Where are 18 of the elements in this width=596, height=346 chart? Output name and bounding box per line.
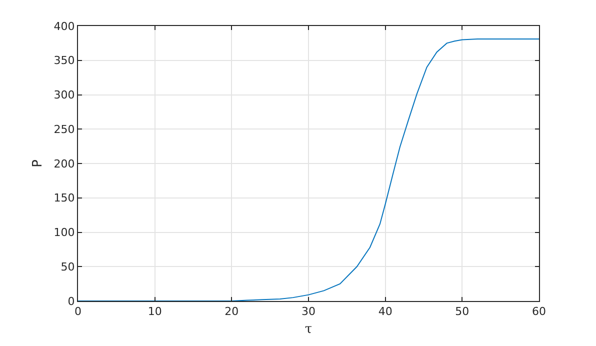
x-axis-title: τ [304, 322, 312, 337]
y-tick-label: 250 [54, 122, 75, 136]
y-tick-label: 100 [54, 226, 75, 240]
y-tick-label: 350 [54, 54, 75, 68]
x-tick-label: 50 [455, 305, 470, 318]
y-tick-label: 400 [54, 20, 75, 33]
y-tick-label: 300 [54, 88, 75, 102]
y-axis-title: P [30, 159, 46, 168]
y-tick-label: 200 [54, 157, 75, 170]
y-tick-label: 50 [60, 260, 75, 274]
y-tick-label: 0 [68, 294, 75, 308]
y-tick-label: 150 [54, 192, 75, 205]
x-tick-label: 40 [378, 305, 392, 318]
line-series [78, 38, 539, 301]
x-tick-label: 10 [148, 305, 162, 318]
x-tick-label: 20 [224, 305, 239, 318]
x-tick-label: 30 [302, 305, 316, 318]
x-tick-label: 60 [532, 305, 546, 318]
